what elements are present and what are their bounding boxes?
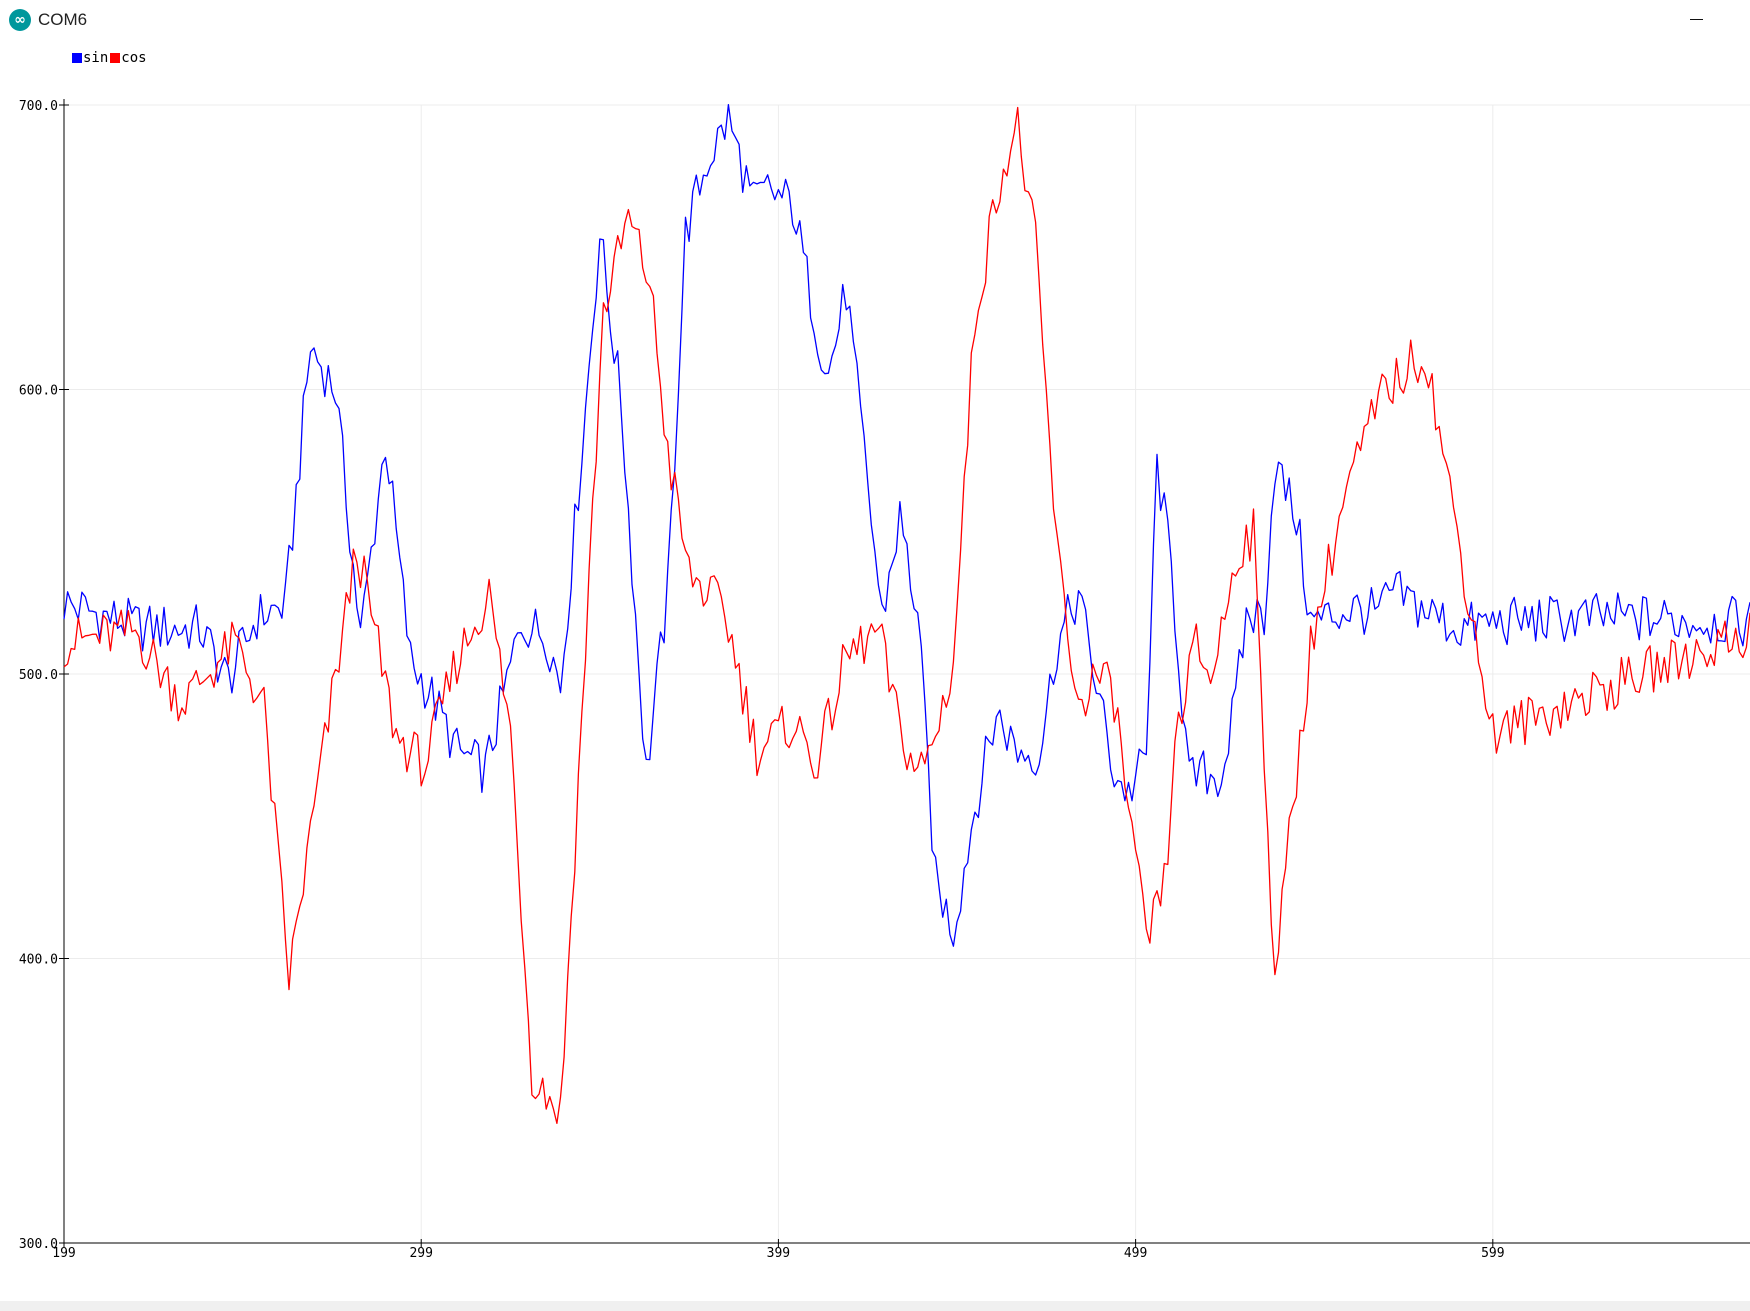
x-tick-label-3: 499 [1124, 1246, 1147, 1261]
arduino-infinity-icon: ∞ [9, 9, 31, 31]
window-title: COM6 [38, 10, 88, 29]
minimize-icon [1690, 19, 1703, 20]
x-tick-label-1: 299 [409, 1246, 432, 1261]
legend-label-sin: sin [83, 50, 109, 66]
legend-swatch-cos [110, 53, 121, 63]
legend: sin cos [72, 49, 149, 67]
y-tick-label-3: 600.0 [19, 384, 58, 399]
x-tick-label-0: 199 [52, 1246, 75, 1261]
y-tick-label-0: 300.0 [19, 1237, 58, 1252]
y-tick-label-2: 500.0 [19, 668, 58, 683]
series-line-cos [63, 106, 1750, 1125]
x-tick-label-2: 399 [767, 1246, 790, 1261]
title-bar: ∞ COM6 [0, 0, 1750, 40]
y-tick-label-1: 400.0 [19, 953, 58, 968]
y-tick-label-4: 700.0 [19, 99, 58, 114]
legend-label-cos: cos [121, 50, 147, 66]
minimize-button[interactable] [1676, 6, 1716, 34]
series-line-sin [63, 103, 1750, 947]
bottom-bar [0, 1301, 1750, 1311]
legend-swatch-sin [72, 53, 82, 63]
x-tick-label-4: 599 [1481, 1246, 1504, 1261]
